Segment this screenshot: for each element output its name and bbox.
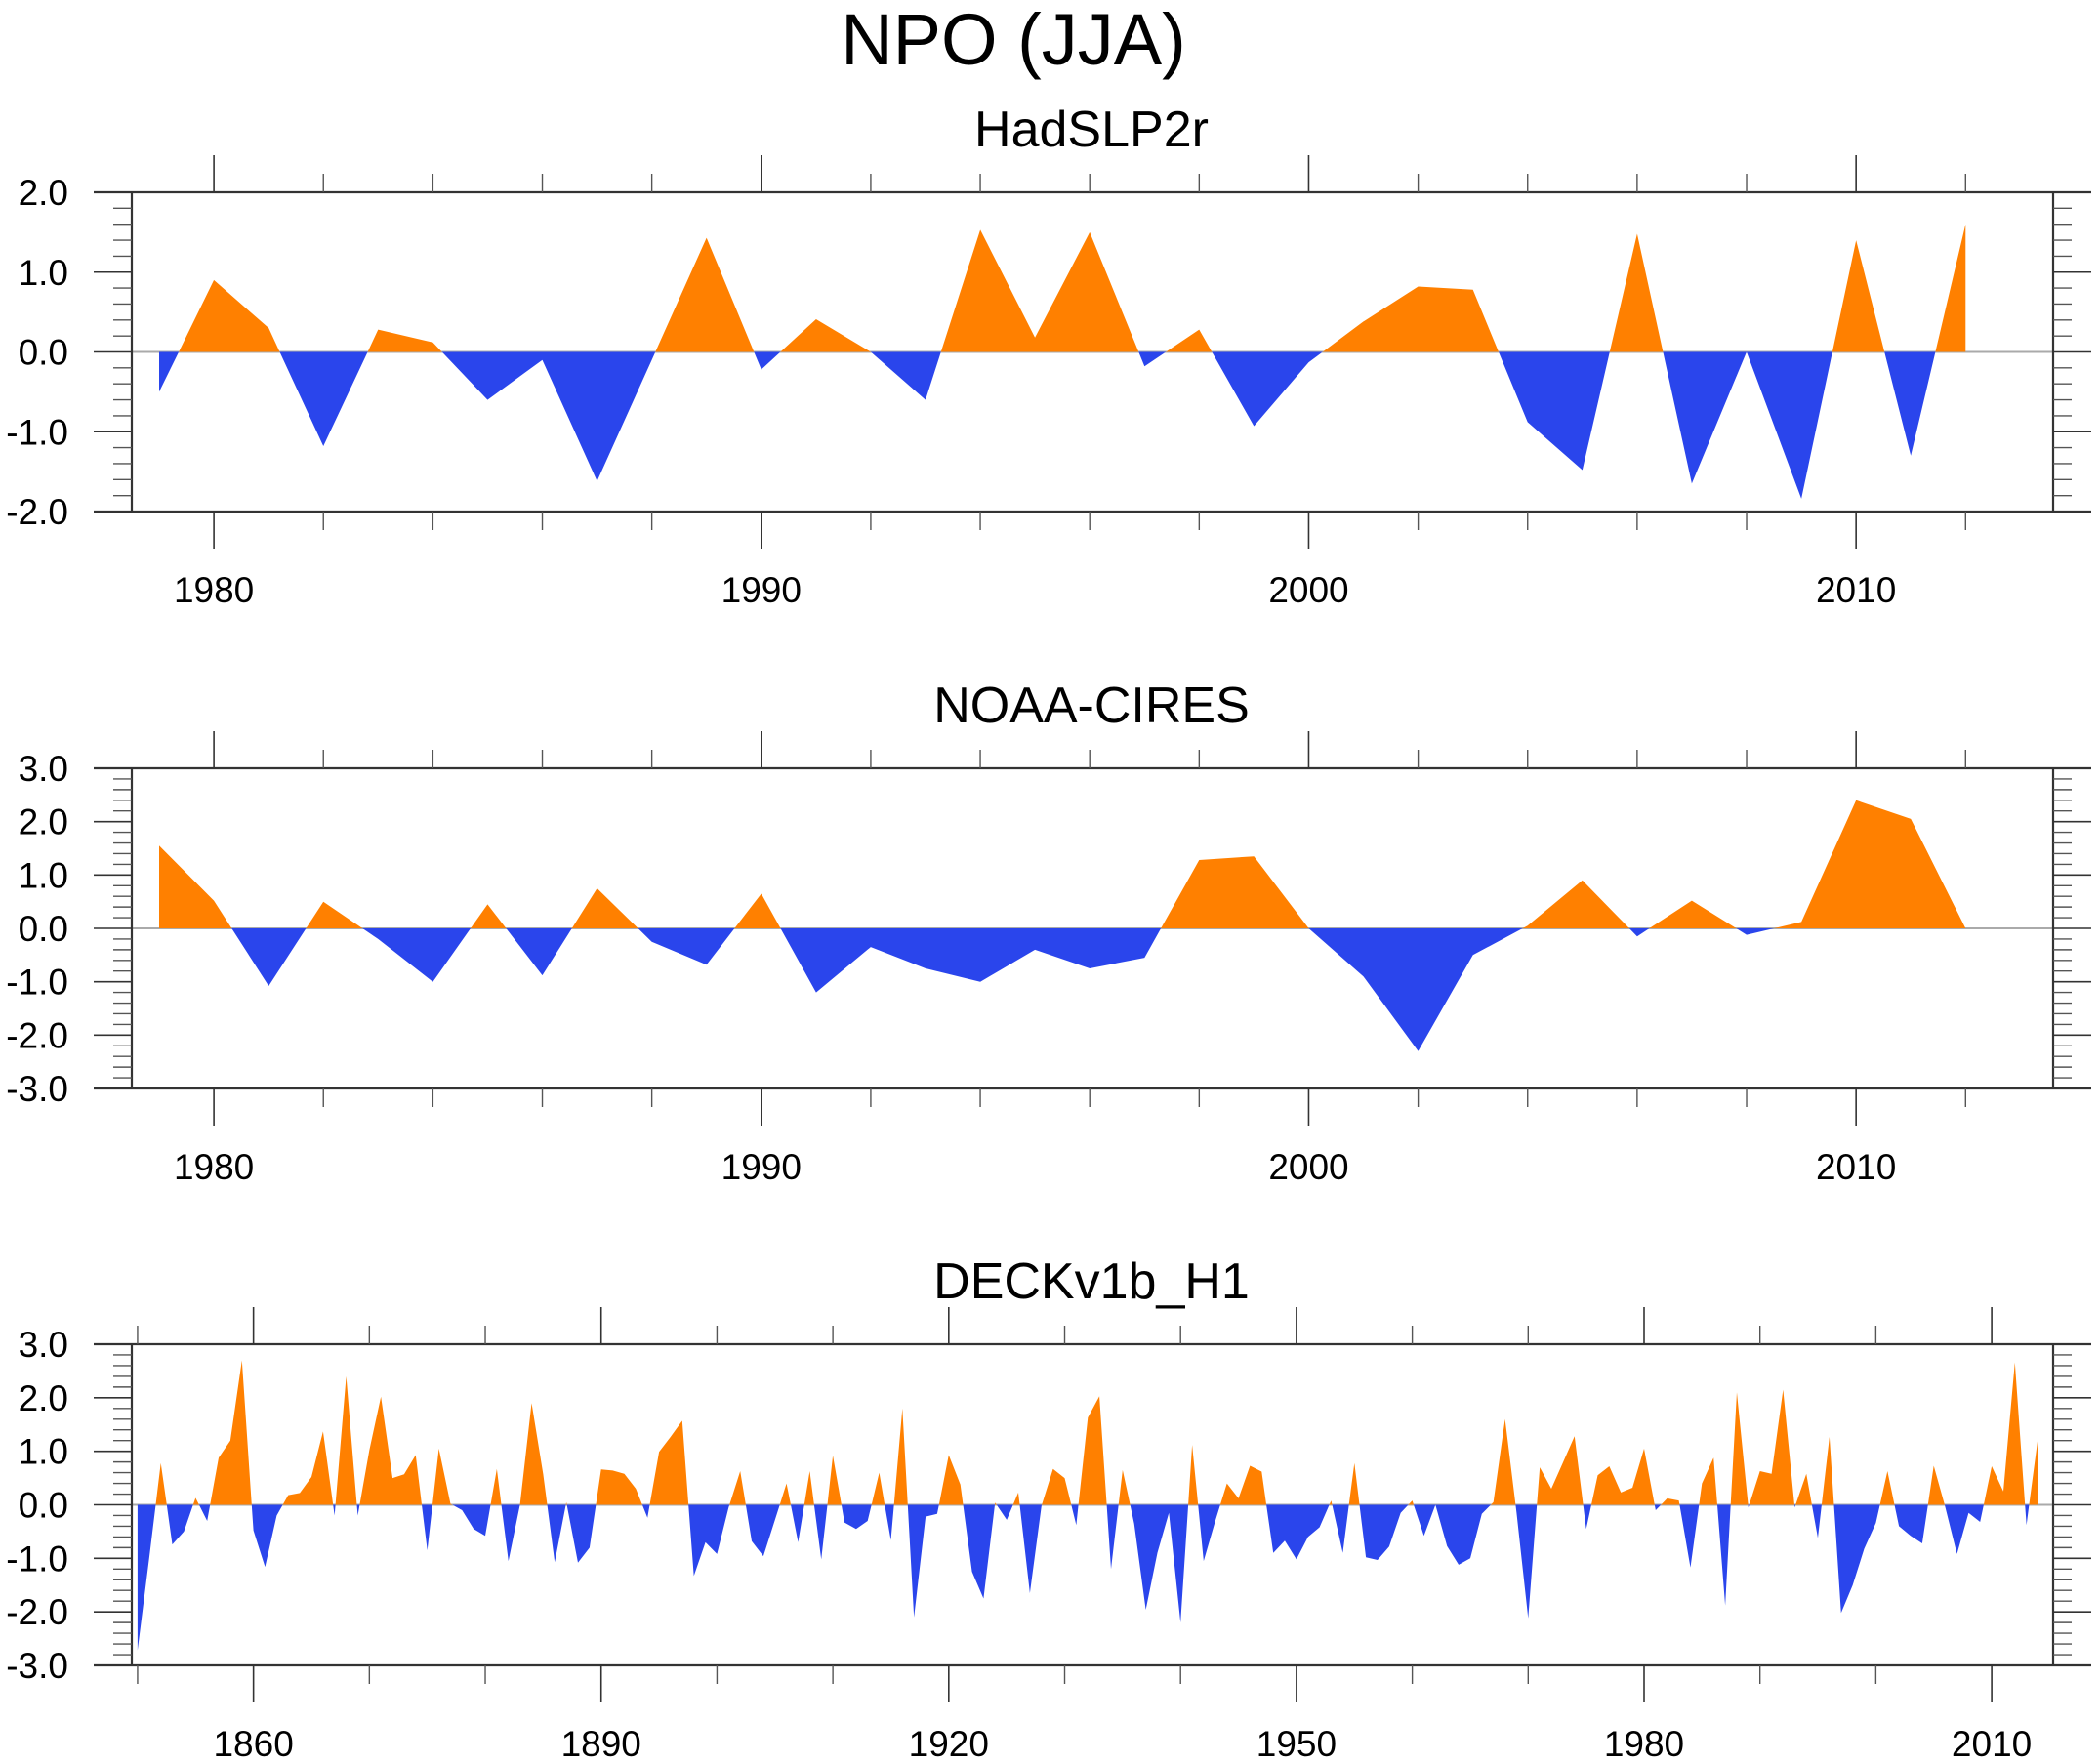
x-tick-label: 1990	[721, 570, 802, 610]
y-tick-label: 2.0	[19, 173, 68, 213]
y-tick-label: 2.0	[19, 1378, 68, 1418]
panel-title: NOAA-CIRES	[933, 677, 1250, 734]
x-tick-label: 1890	[561, 1724, 641, 1764]
panel-deckv1b-h1: DECKv1b_H1 3.0 2.0 1.0 0.0 -1.0 -2.0 -3.0 1860 1…	[6, 1253, 2091, 1764]
x-tick-label: 1860	[213, 1724, 293, 1764]
positive-area	[159, 224, 1966, 352]
y-tick-label: 0.0	[19, 1486, 68, 1526]
y-tick-label: 1.0	[19, 253, 68, 293]
y-tick-label: 3.0	[19, 749, 68, 789]
positive-area	[137, 1360, 2038, 1505]
panel-title: HadSLP2r	[974, 102, 1209, 158]
x-tick-label: 1980	[1604, 1724, 1684, 1764]
x-tick-label: 1990	[721, 1147, 802, 1187]
y-tick-label: 3.0	[19, 1325, 68, 1365]
positive-area	[159, 800, 1966, 928]
y-tick-label: 1.0	[19, 855, 68, 895]
y-tick-label: -3.0	[6, 1069, 68, 1109]
y-tick-label: 2.0	[19, 802, 68, 842]
y-tick-label: -1.0	[6, 963, 68, 1003]
figure-title: NPO (JJA)	[841, 0, 1186, 80]
x-tick-label: 2010	[1952, 1724, 2032, 1764]
x-tick-label: 2010	[1816, 1147, 1896, 1187]
y-tick-label: 0.0	[19, 909, 68, 949]
y-tick-label: 0.0	[19, 333, 68, 373]
panel-noaa-cires: NOAA-CIRES 3.0 2.0 1.0 0.0 -1.0 -2.0 -3.0 1980 1…	[6, 677, 2091, 1187]
y-tick-label: 1.0	[19, 1432, 68, 1472]
x-tick-label: 1950	[1256, 1724, 1337, 1764]
panel-hadslp2r: HadSLP2r 2.0 1.0 0.0 -1.0 -2.0 1980 1990 2000 20…	[6, 102, 2091, 610]
x-tick-label: 1920	[909, 1724, 989, 1764]
y-tick-label: -1.0	[6, 1538, 68, 1579]
y-tick-label: -2.0	[6, 1015, 68, 1055]
y-tick-label: -2.0	[6, 492, 68, 532]
x-tick-label: 2000	[1268, 1147, 1348, 1187]
x-tick-label: 2000	[1268, 570, 1348, 610]
y-tick-label: -2.0	[6, 1592, 68, 1632]
x-tick-label: 1980	[174, 570, 254, 610]
negative-area	[159, 928, 1966, 1051]
x-tick-label: 2010	[1816, 570, 1896, 610]
negative-area	[137, 1504, 2038, 1651]
y-tick-label: -3.0	[6, 1646, 68, 1686]
negative-area	[159, 351, 1966, 499]
x-tick-label: 1980	[174, 1147, 254, 1187]
y-tick-label: -1.0	[6, 412, 68, 452]
panel-title: DECKv1b_H1	[933, 1253, 1250, 1310]
